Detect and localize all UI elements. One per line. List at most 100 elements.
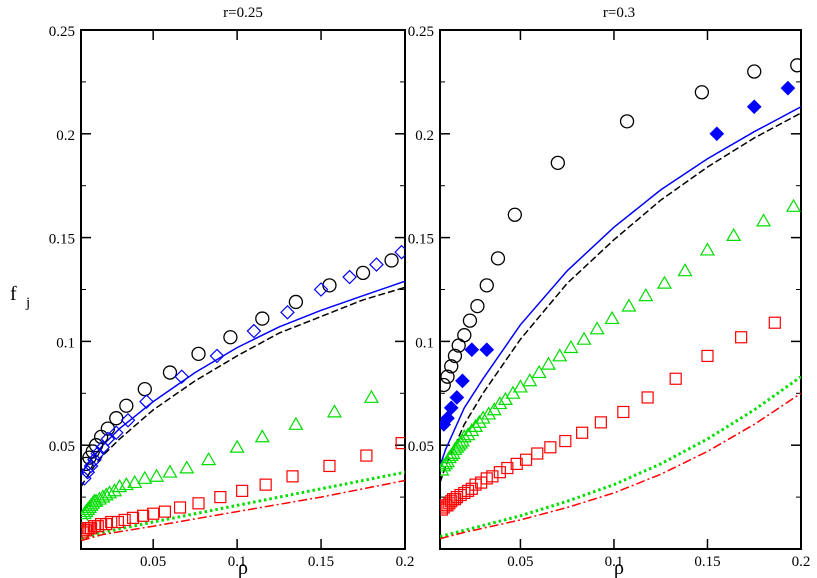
triangle-point: [179, 460, 195, 474]
triangle-point: [112, 479, 128, 493]
diamond-point: [209, 348, 225, 364]
triangle-point: [95, 489, 111, 503]
circle-point: [462, 313, 478, 328]
triangle-point: [522, 373, 538, 387]
circle-point: [440, 377, 451, 393]
diamond-point: [81, 464, 96, 480]
square-point: [118, 513, 131, 527]
square-point: [510, 457, 523, 470]
triangle-point: [604, 310, 620, 325]
square-point: [84, 522, 98, 535]
diamond-point: [90, 446, 106, 461]
triangle-point: [638, 288, 654, 302]
x-tick-label: 0.15: [308, 554, 334, 570]
circle-point: [457, 328, 472, 343]
triangle-point: [363, 389, 379, 403]
triangle-point: [288, 416, 304, 430]
circle-point: [255, 311, 270, 326]
diamond-point: [83, 458, 99, 474]
x-tick-label: 0.05: [507, 554, 533, 570]
triangle-point: [481, 406, 497, 420]
triangle-point: [118, 476, 134, 491]
diamond-point: [443, 400, 459, 416]
triangle-point: [137, 470, 153, 484]
series-line-dotted: [440, 375, 801, 538]
circle-point: [440, 369, 455, 384]
circle-point: [694, 85, 710, 100]
diamond-point: [464, 342, 480, 358]
triangle-point: [726, 227, 742, 241]
diamond-point: [246, 323, 262, 339]
square-point: [259, 478, 272, 491]
y-tick-label: 0.1: [415, 335, 434, 351]
triangle-point: [201, 452, 217, 466]
square-point: [735, 331, 748, 344]
x-tick-label: 0.1: [605, 554, 624, 570]
square-point: [486, 470, 499, 483]
series-line-dashdot: [81, 479, 405, 542]
triangle-point: [464, 422, 480, 437]
square-point: [493, 466, 506, 479]
x-tick-label: 0.05: [140, 554, 166, 570]
triangle-point: [468, 418, 484, 432]
triangle-point: [460, 427, 476, 441]
circle-point: [507, 207, 522, 222]
circle-point: [479, 278, 494, 293]
square-point: [617, 405, 630, 419]
triangle-point: [699, 242, 716, 256]
square-point: [91, 520, 104, 533]
y-tick-label: 0.1: [56, 335, 75, 351]
data-layer: [440, 58, 801, 540]
x-tick-label: 0.15: [694, 554, 720, 570]
square-point: [458, 486, 471, 500]
diamond-point: [780, 80, 796, 96]
circle-point: [550, 155, 565, 171]
square-point: [111, 515, 125, 529]
circle-point: [137, 381, 152, 397]
x-tick-label: 0.2: [792, 554, 811, 570]
triangle-point: [127, 474, 143, 489]
diamond-point: [369, 257, 384, 272]
triangle-point: [326, 404, 343, 418]
diamond-point: [440, 410, 455, 426]
circle-point: [355, 265, 371, 281]
square-point: [519, 453, 533, 466]
triangle-point: [563, 339, 579, 354]
triangle-point: [107, 483, 123, 497]
circle-point: [191, 346, 206, 362]
square-point: [158, 505, 172, 518]
circle-point: [288, 294, 304, 310]
panel-r03: r=0.3 0.05 0.1 0.15 0.2 0.05 0.1 0.15 0.2 0.25 ρ: [408, 5, 811, 578]
plot-area: 0.05 0.1 0.15 0.2 0.05 0.1 0.15 0.2 0.25: [408, 24, 811, 570]
y-axis-label-main: f: [10, 283, 17, 305]
square-point: [214, 491, 227, 504]
y-tick-label: 0.05: [408, 439, 434, 455]
y-tick-label: 0.2: [56, 128, 75, 144]
square-point: [594, 416, 607, 429]
triangle-point: [785, 198, 801, 212]
diamond-point: [455, 373, 470, 389]
circle-point: [119, 398, 134, 413]
square-point: [173, 501, 187, 514]
square-point: [501, 461, 514, 475]
triangle-point: [475, 410, 491, 424]
series-line-solid: [440, 106, 801, 467]
data-layer: [81, 244, 405, 542]
diamond-point: [108, 425, 124, 441]
diamond-point: [280, 304, 295, 320]
diamond-point: [746, 99, 762, 115]
y-tick-label: 0.2: [415, 128, 434, 144]
circle-point: [384, 253, 399, 268]
square-point: [323, 459, 336, 473]
diamond-point: [709, 126, 725, 142]
triangle-point: [254, 429, 270, 443]
circle-point: [790, 58, 801, 73]
triangle-point: [229, 439, 245, 453]
circle-point: [619, 114, 635, 129]
triangle-point: [589, 321, 605, 335]
y-tick-label: 0.25: [49, 24, 75, 40]
x-axis-label: ρ: [614, 557, 624, 578]
panel-title: r=0.3: [603, 5, 635, 21]
diamond-point: [342, 269, 357, 285]
